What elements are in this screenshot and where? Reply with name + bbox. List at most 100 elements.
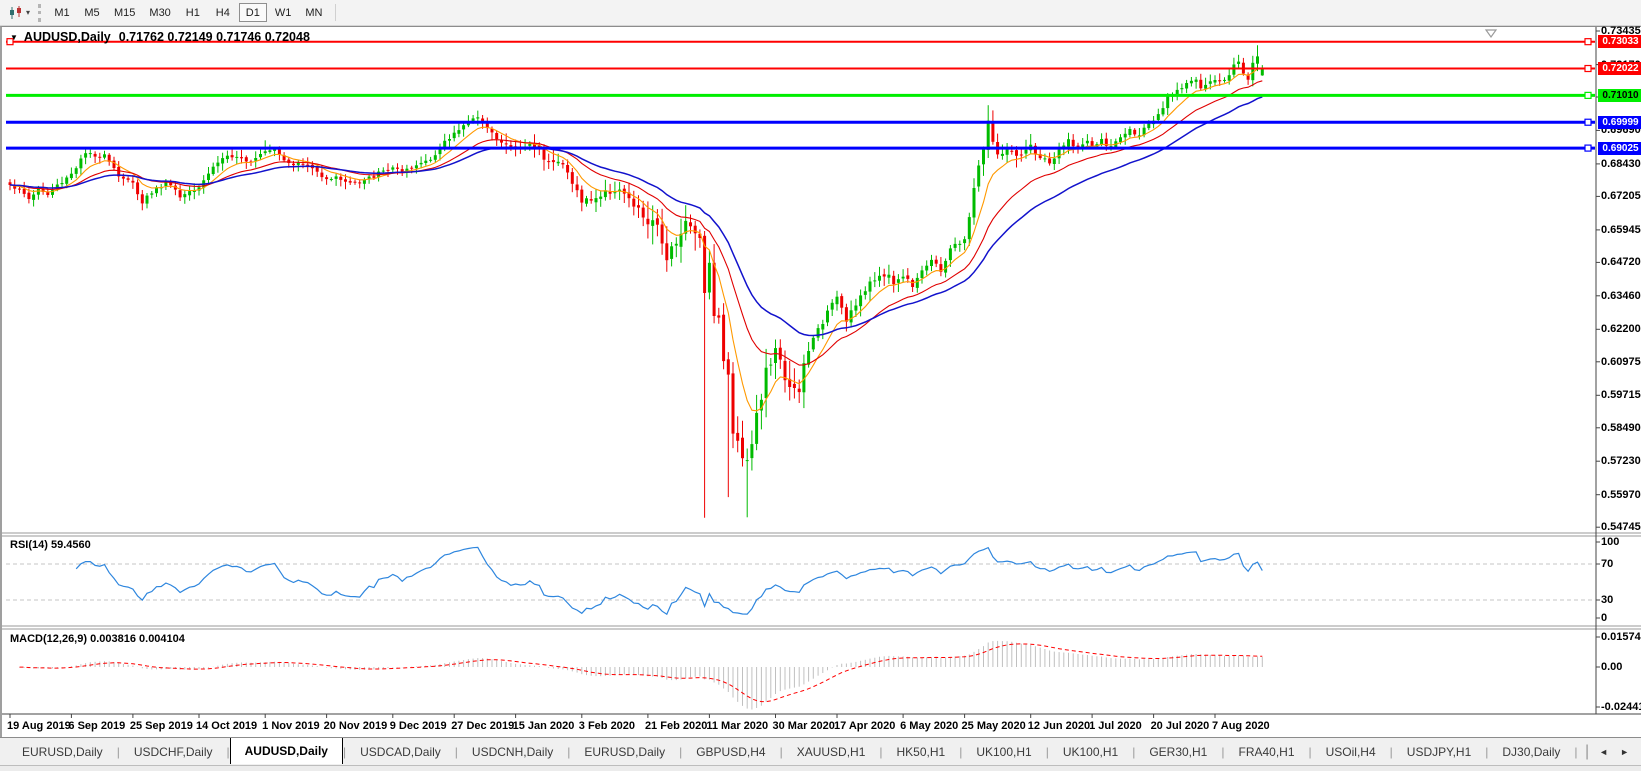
date-axis-label: 11 Mar 2020 (706, 720, 769, 732)
price-tag-0.73033: 0.73033 (1598, 35, 1641, 49)
tab-eurusd-daily[interactable]: EURUSD,Daily (22, 744, 103, 759)
tab-scroll-arrows: | ◄ ► (1585, 743, 1635, 761)
tab-separator: | (1221, 744, 1225, 759)
tab-xauusd-h1[interactable]: XAUUSD,H1 (796, 744, 866, 759)
date-axis-label: 7 Aug 2020 (1212, 720, 1270, 732)
window-bottom-edge (0, 765, 1641, 771)
date-axis-label: 1 Jul 2020 (1089, 720, 1142, 732)
ohlc-values: 0.71762 0.72149 0.71746 0.72048 (118, 30, 310, 44)
tab-fra40-h1[interactable]: FRA40,H1 (1238, 744, 1295, 759)
date-axis-label: 19 Aug 2019 (7, 720, 71, 732)
date-axis-label: 20 Jul 2020 (1150, 720, 1210, 732)
tab-separator: | (226, 744, 230, 759)
symbol-name: AUDUSD,Daily (23, 30, 111, 44)
macd-axis-label: 0.015741 (1601, 631, 1641, 643)
date-axis-label: 9 Dec 2019 (389, 720, 447, 732)
timeframe-button-w1[interactable]: W1 (269, 3, 298, 22)
timeframe-button-m1[interactable]: M1 (48, 3, 76, 22)
rsi-axis-label: 30 (1601, 594, 1614, 606)
tab-scroll-right-icon[interactable]: ► (1620, 746, 1629, 757)
date-axis-label: 17 Apr 2020 (833, 720, 896, 732)
price-axis-label: 0.63460 (1601, 289, 1641, 302)
timeframe-button-h1[interactable]: H1 (179, 3, 207, 22)
date-axis-label: 1 Nov 2019 (262, 720, 320, 732)
tab-separator: | (779, 744, 783, 759)
chart-tabs: EURUSD,Daily | USDCHF,Daily | AUDUSD,Daily | U… (8, 738, 1585, 765)
tab-eurusd-daily[interactable]: EURUSD,Daily (584, 744, 666, 759)
tab-usdcnh-daily[interactable]: USDCNH,Daily (471, 744, 554, 759)
chart-title: ▼ AUDUSD,Daily 0.71762 0.72149 0.71746 0… (10, 30, 310, 44)
timeframe-button-h4[interactable]: H4 (209, 3, 237, 22)
price-axis-label: 0.58490 (1601, 421, 1641, 434)
tab-separator: | (879, 744, 883, 759)
price-axis-label: 0.64720 (1601, 256, 1641, 269)
tab-dj30-daily[interactable]: DJ30,Daily (1502, 744, 1561, 759)
price-axis-label: 0.68430 (1601, 157, 1641, 170)
date-axis-label: 21 Feb 2020 (644, 720, 708, 732)
price-axis-label: 0.62200 (1601, 323, 1641, 336)
price-axis-label: 0.65945 (1601, 223, 1641, 236)
chart-window: ▼ AUDUSD,Daily 0.71762 0.72149 0.71746 0… (0, 25, 1641, 738)
tab-separator: | (959, 744, 963, 759)
tab-separator: | (116, 744, 120, 759)
price-axis-label: 0.59715 (1601, 389, 1641, 402)
rsi-axis-label: 100 (1601, 536, 1620, 548)
tab-usdchf-daily[interactable]: USDCHF,Daily (133, 744, 213, 759)
price-tag-0.72022: 0.72022 (1598, 62, 1641, 75)
tab-scroll-left-icon[interactable]: ◄ (1599, 746, 1609, 757)
tab-separator: | (1389, 744, 1393, 759)
rsi-axis-label: 70 (1601, 558, 1614, 570)
price-axis-label: 0.67205 (1601, 190, 1641, 203)
tab-separator: | (1132, 744, 1136, 759)
date-axis-label: 20 Nov 2019 (323, 720, 388, 732)
date-axis-label: 3 Feb 2020 (578, 720, 636, 732)
timeframe-button-m30[interactable]: M30 (143, 3, 176, 22)
timeframe-button-m5[interactable]: M5 (78, 3, 106, 22)
tab-usdcad-daily[interactable]: USDCAD,Daily (360, 744, 441, 759)
date-axis-label: 27 Dec 2019 (451, 720, 515, 732)
chart-tab-bar: EURUSD,Daily | USDCHF,Daily | AUDUSD,Daily | U… (0, 737, 1641, 765)
date-axis-label: 14 Oct 2019 (196, 720, 258, 732)
date-axis-label: 12 Jun 2020 (1027, 720, 1091, 732)
tab-arrows-separator: | (1585, 742, 1590, 760)
tab-usdjpy-h1[interactable]: USDJPY,H1 (1406, 744, 1472, 759)
chart-type-icon[interactable]: ▾ (4, 3, 34, 23)
tab-audusd-daily[interactable]: AUDUSD,Daily (229, 738, 343, 764)
price-tag-0.69999: 0.69999 (1598, 115, 1641, 129)
date-axis-label: 30 Mar 2020 (772, 720, 835, 732)
tab-separator: | (454, 744, 458, 759)
tab-separator: | (567, 744, 571, 759)
tab-ger30-h1[interactable]: GER30,H1 (1149, 744, 1208, 759)
tab-separator: | (679, 744, 683, 759)
tab-uk100-h1[interactable]: UK100,H1 (1062, 744, 1119, 759)
chart-canvas[interactable] (2, 27, 1641, 738)
candlestick-chart-icon (9, 5, 21, 19)
symbol-dropdown-icon[interactable]: ▼ (10, 32, 18, 42)
macd-axis-label: -0.024412 (1601, 701, 1641, 713)
tab-separator: | (1045, 744, 1049, 759)
toolbar-grip[interactable] (38, 3, 41, 22)
macd-axis-label: 0.00 (1601, 661, 1623, 673)
price-axis-label: 0.55970 (1601, 488, 1641, 501)
tab-separator: | (342, 744, 347, 759)
rsi-label: RSI(14) 59.4560 (10, 539, 91, 551)
rsi-axis-label: 0 (1601, 612, 1608, 624)
date-axis-label: 6 Sep 2019 (68, 720, 126, 732)
price-axis-label: 0.54745 (1601, 521, 1641, 534)
toolbar: ▾ M1 M5 M15 M30 H1 H4 D1 W1 MN (0, 0, 1641, 26)
tab-separator: | (1485, 744, 1489, 759)
timeframe-button-mn[interactable]: MN (299, 3, 328, 22)
tab-uk100-h1[interactable]: UK100,H1 (976, 744, 1032, 759)
price-axis-label: 0.60975 (1601, 355, 1641, 368)
timeframe-button-d1[interactable]: D1 (238, 3, 267, 22)
tab-gbpusd-h4[interactable]: GBPUSD,H4 (696, 744, 766, 759)
timeframe-button-m15[interactable]: M15 (108, 3, 141, 22)
tab-china300-h1[interactable]: CHINA300,H1 (1578, 738, 1585, 765)
tab-usoil-h4[interactable]: USOil,H4 (1325, 744, 1376, 759)
toolbar-separator (335, 4, 337, 21)
price-tag-0.69025: 0.69025 (1598, 141, 1641, 155)
date-axis-label: 25 May 2020 (961, 720, 1026, 732)
tab-hk50-h1[interactable]: HK50,H1 (896, 744, 946, 759)
price-axis-label: 0.73435 (1601, 25, 1641, 37)
